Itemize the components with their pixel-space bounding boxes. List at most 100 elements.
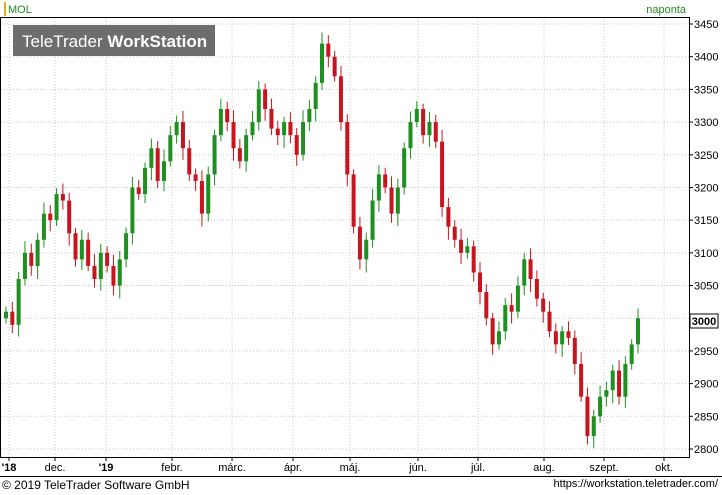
- y-tick-label: 3450: [694, 19, 718, 31]
- candle-body: [29, 252, 34, 266]
- candle-body: [357, 226, 362, 260]
- candle-body: [155, 148, 160, 181]
- candle-body: [263, 89, 268, 109]
- candle-body: [149, 148, 154, 168]
- candle-body: [92, 265, 97, 279]
- candle-body: [414, 109, 419, 123]
- candle-body: [326, 43, 331, 57]
- y-tick-label: 2850: [694, 411, 718, 423]
- candle-body: [383, 174, 388, 188]
- candle-body: [427, 122, 432, 136]
- candle-body: [313, 82, 318, 109]
- period-label: naponta: [646, 4, 687, 16]
- candle-body: [22, 252, 27, 279]
- candle-body: [440, 141, 445, 208]
- candle-body: [162, 161, 166, 181]
- candle-body: [320, 43, 324, 83]
- candle-body: [4, 311, 8, 319]
- y-tick-label: 2900: [694, 379, 718, 391]
- candle-body: [187, 148, 192, 175]
- candle-body: [370, 200, 375, 240]
- candle-body: [105, 252, 110, 266]
- candle-body: [528, 259, 533, 279]
- x-tick-label: jún.: [408, 462, 427, 474]
- candle-body: [199, 180, 204, 214]
- x-tick-label: '18: [2, 462, 17, 474]
- x-tick-label: máj.: [340, 462, 361, 474]
- candle-body: [376, 174, 381, 201]
- candle-body: [136, 187, 141, 194]
- candle-body: [364, 239, 369, 260]
- candle-body: [168, 135, 173, 162]
- candle-body: [67, 200, 72, 234]
- candle-body: [351, 174, 356, 227]
- y-tick-label: 2800: [694, 444, 718, 456]
- candle-body: [124, 233, 129, 260]
- candle-body: [48, 213, 53, 221]
- x-tick-label: júl.: [470, 462, 485, 474]
- x-tick-label: febr.: [161, 462, 182, 474]
- candle-body: [509, 305, 514, 312]
- y-axis: 2800 2850 2900 2950 3000 3050 3100 3150 3200 3250…: [689, 19, 718, 456]
- candle-body: [111, 265, 116, 286]
- candle-body: [345, 122, 350, 175]
- candle-body: [206, 174, 211, 214]
- candle-body: [338, 76, 343, 123]
- candle-body: [193, 174, 198, 181]
- candle-body: [623, 364, 628, 397]
- candle-body: [79, 239, 84, 260]
- candle-body: [174, 122, 179, 136]
- candle-body: [610, 370, 615, 391]
- watermark-part-2: WorkStation: [107, 32, 207, 51]
- x-tick-label: márc.: [218, 462, 246, 474]
- y-tick-label: 3050: [694, 281, 718, 293]
- candle-body: [54, 194, 59, 221]
- y-tick-label: 3350: [694, 84, 718, 96]
- x-axis: '18 dec. '19 febr. márc. ápr. máj. jún. júl. aug.…: [2, 457, 673, 474]
- y-tick-label: 3250: [694, 150, 718, 162]
- svg-text:TeleTrader WorkStation: TeleTrader WorkStation: [22, 32, 207, 51]
- candle-body: [143, 167, 148, 194]
- candles: [4, 32, 640, 448]
- candle-body: [579, 364, 584, 397]
- x-tick-label: szept.: [589, 462, 618, 474]
- candle-body: [547, 311, 552, 332]
- candle-body: [288, 122, 293, 136]
- candle-body: [231, 122, 236, 149]
- candle-body: [484, 292, 489, 319]
- candle-body: [244, 135, 249, 162]
- plot-area: [0, 17, 690, 458]
- x-tick-label: ápr.: [284, 462, 302, 474]
- footer-url[interactable]: https://workstation.teletrader.com/: [553, 478, 718, 490]
- candle-body: [629, 344, 634, 364]
- candle-body: [572, 337, 577, 364]
- candle-body: [86, 239, 91, 266]
- x-tick-label: okt.: [655, 462, 673, 474]
- y-tick-label: 3400: [694, 52, 718, 64]
- last-value-marker: 3000: [689, 313, 719, 329]
- candle-body: [471, 246, 476, 273]
- grid: [1, 18, 689, 457]
- candle-body: [617, 370, 622, 397]
- candle-body: [421, 109, 426, 136]
- candle-body: [503, 305, 508, 332]
- candle-body: [534, 279, 539, 299]
- candle-body: [180, 122, 185, 149]
- y-tick-label: 3100: [694, 248, 718, 260]
- candle-body: [275, 128, 280, 136]
- candle-body: [395, 187, 400, 214]
- candle-body: [465, 246, 470, 253]
- candle-body: [478, 272, 482, 293]
- watermark-part-1: TeleTrader: [22, 32, 107, 51]
- candle-body: [459, 239, 464, 253]
- candle-body: [566, 331, 571, 338]
- candle-body: [41, 213, 46, 240]
- candle-body: [282, 122, 287, 136]
- candle-body: [250, 122, 255, 136]
- x-tick-label: '19: [99, 462, 114, 474]
- candle-body: [636, 318, 640, 345]
- candle-body: [446, 207, 451, 227]
- candle-body: [218, 109, 223, 136]
- candle-body: [10, 311, 15, 325]
